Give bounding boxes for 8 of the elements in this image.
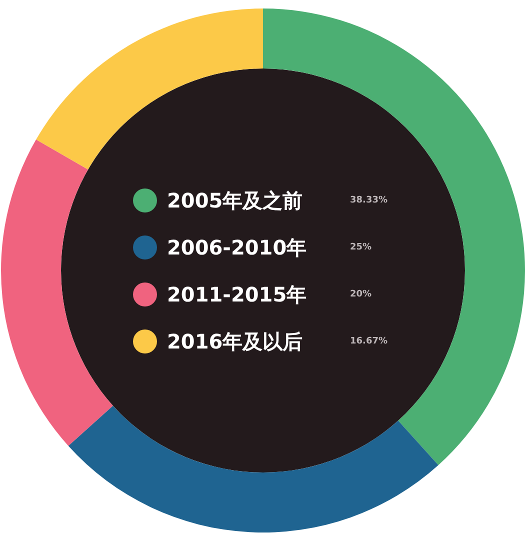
- legend-label: 2005年及之前: [167, 188, 303, 212]
- legend-label: 2006-2010年: [167, 236, 307, 260]
- legend-label: 2016年及以后: [167, 330, 303, 354]
- data-label: 38.33%: [350, 196, 388, 206]
- legend-label: 2011-2015年: [167, 282, 307, 306]
- data-label: 20%: [350, 290, 372, 300]
- data-label: 16.67%: [350, 336, 388, 346]
- data-label: 25%: [350, 242, 372, 252]
